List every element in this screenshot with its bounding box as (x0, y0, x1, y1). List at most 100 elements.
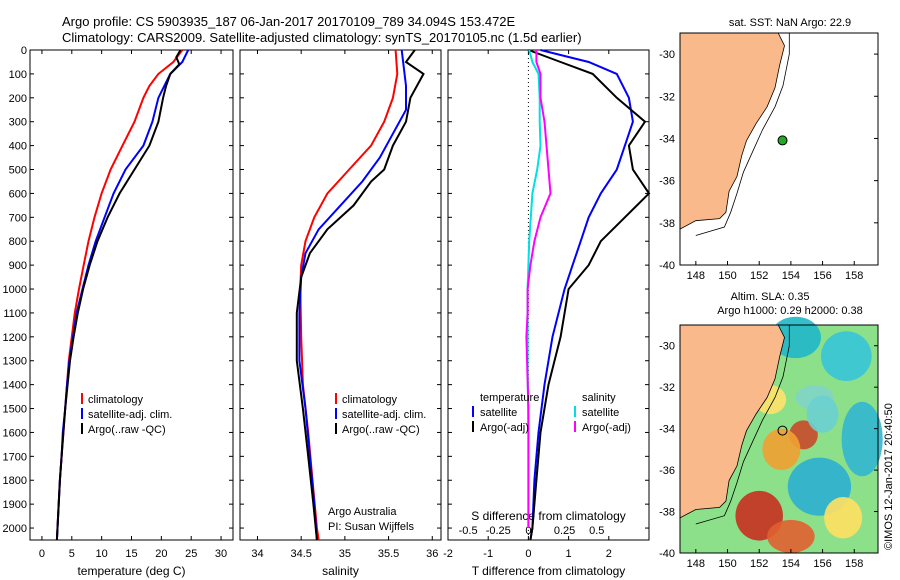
y-tick-label: 900 (9, 260, 27, 272)
legend-label: Argo(-adj) (480, 422, 529, 434)
x-tick-label: 25 (185, 548, 197, 560)
y-tick-label: -36 (659, 465, 675, 477)
y-tick-label: 1700 (3, 451, 27, 463)
x-tick-label: -1 (483, 548, 493, 560)
series-line (298, 49, 407, 541)
x-axis-label: salinity (322, 564, 359, 578)
x-axis-label: T difference from climatology (472, 564, 626, 578)
x-tick-label: 35.5 (378, 548, 399, 560)
argo-float-marker (777, 135, 788, 146)
legend-label: satellite-adj. clim. (342, 409, 426, 421)
legend-label: climatology (88, 394, 144, 406)
x-tick-label: 35 (339, 548, 351, 560)
series-line (55, 49, 182, 541)
x-tick-label: 36 (426, 548, 438, 560)
x-top-tick-label: -0.5 (459, 525, 478, 537)
y-tick-label: 100 (9, 69, 27, 81)
annotation-line: PI: Susan Wijffels (328, 521, 414, 533)
y-tick-label: 1900 (3, 499, 27, 511)
x-tick-label: 152 (750, 558, 768, 570)
map-frame (679, 324, 879, 554)
y-tick-label: -38 (659, 507, 675, 519)
y-tick-label: 1200 (3, 332, 27, 344)
x-tick-label: 34.5 (290, 548, 311, 560)
legend-label: Argo(-adj) (582, 422, 631, 434)
sla-blob (770, 316, 821, 359)
timestamp-stamp: ©IMOS 12-Jan-2017 20:40:50 (883, 403, 895, 550)
y-tick-label: 1500 (3, 404, 27, 416)
sla-blob (824, 497, 863, 539)
y-tick-label: 1800 (3, 475, 27, 487)
x-tick-label: 158 (845, 558, 863, 570)
x-tick-label: 0 (525, 548, 531, 560)
x-tick-label: 20 (155, 548, 167, 560)
argo-float-marker (777, 425, 788, 436)
y-tick-label: -30 (659, 49, 675, 61)
sla-blob (820, 331, 872, 381)
x-tick-label: 34 (251, 548, 263, 560)
x-tick-label: 158 (845, 270, 863, 282)
x-tick-label: 30 (215, 548, 227, 560)
series-line (55, 49, 184, 541)
x-top-tick-label: -0.25 (486, 525, 511, 537)
series-line (529, 49, 634, 541)
legend-label: Argo(..raw -QC) (342, 424, 420, 436)
y-tick-label: 200 (9, 93, 27, 105)
x-tick-label: 15 (125, 548, 137, 560)
x-tick-label: 154 (782, 270, 800, 282)
x-tick-label: 150 (718, 558, 736, 570)
legend-title: salinity (582, 392, 616, 404)
sla-map: 148 150 152 154 156 158 -30 -32 -34 -36 -38 -40 Alti… (659, 291, 883, 570)
x-tick-label: 5 (69, 548, 75, 560)
temperature-panel: 0 5 10 15 20 25 30 temperature (deg C) 0 100 200 30… (3, 45, 234, 578)
x-top-tick-label: 0 (525, 525, 531, 537)
x-axis-label: temperature (deg C) (77, 564, 185, 578)
land-mass (679, 324, 785, 519)
y-tick-label: 0 (21, 45, 27, 57)
y-tick-label: -40 (659, 260, 675, 272)
y-tick-label: 1400 (3, 380, 27, 392)
plot-frame (239, 49, 442, 541)
x-tick-label: 148 (687, 558, 705, 570)
y-tick-label: -30 (659, 341, 675, 353)
y-tick-label: -34 (659, 424, 675, 436)
sla-blob (841, 401, 883, 477)
legend-title: temperature (480, 392, 539, 404)
x-tick-label: 0 (39, 548, 45, 560)
y-tick-label: -38 (659, 218, 675, 230)
isobath-line (695, 325, 790, 525)
y-tick-label: -36 (659, 176, 675, 188)
legend-label: climatology (342, 394, 398, 406)
x-top-tick-label: 0.5 (589, 525, 604, 537)
y-tick-label: -40 (659, 548, 675, 560)
legend-label: satellite (582, 407, 619, 419)
y-tick-label: 600 (9, 188, 27, 200)
y-tick-label: -32 (659, 382, 675, 394)
difference-panel: -2 -1 0 1 2 T difference from climatology -0.5… (443, 49, 651, 578)
isobath-line (695, 33, 790, 236)
x-tick-label: -2 (443, 548, 453, 560)
x-tick-label: 156 (813, 270, 831, 282)
x-tick-label: 148 (687, 270, 705, 282)
sla-blob (806, 395, 839, 433)
y-tick-label: 300 (9, 117, 27, 129)
sla-blob (767, 519, 815, 553)
climatology-title: Climatology: CARS2009. Satellite-adjuste… (62, 30, 582, 45)
x-tick-label: 10 (96, 548, 108, 560)
y-tick-label: 1600 (3, 427, 27, 439)
x-tick-label: 156 (813, 558, 831, 570)
map-title: Argo h1000: 0.29 h2000: 0.38 (717, 305, 863, 317)
y-tick-label: 2000 (3, 523, 27, 535)
sst-map: 148 150 152 154 156 158 -30 -32 -34 -36 -38 -40 sat.… (659, 17, 879, 282)
legend-label: satellite (480, 407, 517, 419)
map-title: Altim. SLA: 0.35 (731, 291, 810, 303)
x-tick-label: 1 (566, 548, 572, 560)
x-top-axis-label: S difference from climatology (471, 509, 626, 523)
land-mass (679, 32, 785, 230)
y-tick-label: 1300 (3, 356, 27, 368)
legend-label: satellite-adj. clim. (88, 409, 172, 421)
legend-label: Argo(..raw -QC) (88, 424, 166, 436)
plot-frame (447, 49, 650, 541)
profile-title: Argo profile: CS 5903935_187 06-Jan-2017… (62, 14, 516, 29)
